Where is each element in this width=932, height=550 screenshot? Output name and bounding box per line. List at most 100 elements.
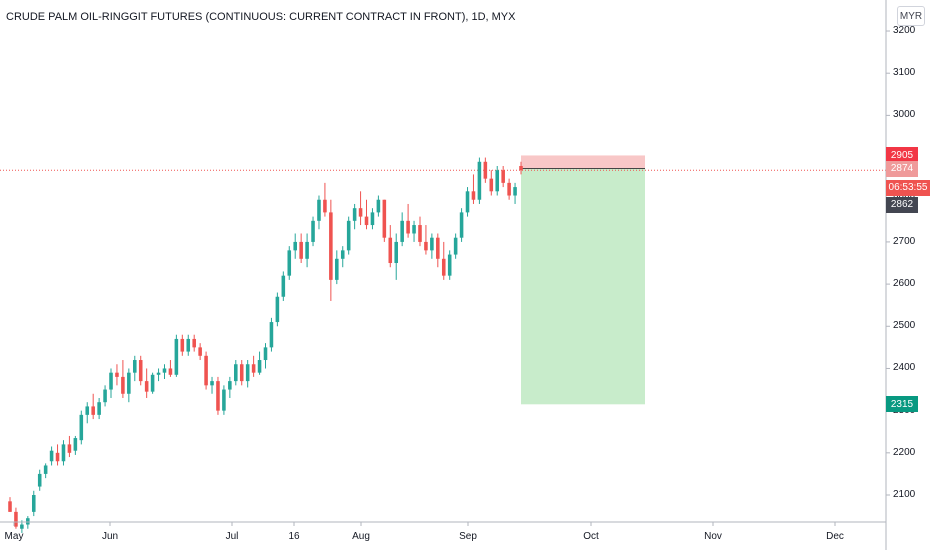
time-tick-label: 16 — [288, 531, 300, 542]
currency-badge[interactable]: MYR — [897, 6, 925, 26]
candle-body — [97, 402, 101, 415]
time-tick-label: Nov — [704, 531, 722, 542]
candle-body — [424, 241, 428, 251]
last-price-tag: 2862 — [886, 196, 918, 213]
candle — [109, 368, 113, 398]
candle-body — [245, 364, 250, 382]
candle — [406, 203, 410, 238]
candle-body — [519, 165, 523, 171]
candle-body — [370, 212, 375, 226]
candle-body — [305, 241, 309, 259]
candle — [323, 182, 327, 217]
price-tick-label: 3200 — [893, 25, 916, 37]
candle — [85, 402, 90, 424]
candle — [73, 435, 78, 455]
candle — [382, 199, 387, 242]
candle-body — [162, 368, 167, 373]
candle-body — [192, 338, 196, 348]
candle — [14, 507, 18, 529]
candle-body — [115, 372, 119, 377]
chart-title: CRUDE PALM OIL-RINGGIT FUTURES (CONTINUO… — [6, 11, 516, 23]
stop-price-tag: 2905 — [886, 147, 918, 164]
candle-body — [471, 191, 476, 200]
candle — [55, 444, 60, 466]
candle-body — [49, 450, 54, 462]
candle — [489, 170, 494, 196]
candle — [519, 161, 523, 175]
candle-body — [150, 374, 155, 392]
candle-body — [317, 199, 321, 221]
candle — [132, 355, 137, 382]
take-profit-zone[interactable] — [521, 168, 645, 405]
candle — [198, 343, 202, 361]
candle — [239, 360, 244, 386]
candle — [37, 469, 42, 491]
candle-body — [376, 199, 381, 213]
candle — [174, 334, 179, 377]
stop-loss-zone[interactable] — [521, 155, 645, 169]
candle-body — [204, 355, 208, 386]
candle — [61, 440, 66, 466]
candle — [234, 360, 238, 386]
candle — [340, 246, 345, 268]
candle-body — [73, 438, 78, 451]
candle-body — [121, 376, 125, 394]
candle-body — [352, 208, 357, 221]
candle — [115, 364, 119, 386]
candle-body — [168, 368, 173, 375]
candle — [501, 165, 505, 188]
candles — [8, 157, 523, 533]
candle — [144, 368, 149, 398]
candle-body — [358, 208, 363, 217]
candle-body — [257, 360, 262, 373]
candle-body — [55, 452, 60, 462]
candle-body — [228, 381, 232, 390]
price-tick-label: 2600 — [893, 278, 916, 290]
price-tick-label: 3000 — [893, 109, 916, 121]
candle-body — [67, 444, 72, 453]
candle-body — [477, 161, 482, 200]
candle — [216, 376, 220, 415]
candle-body — [323, 199, 327, 213]
candle-body — [234, 364, 238, 382]
candle-body — [382, 199, 387, 238]
candle-body — [109, 372, 113, 390]
candle-body — [364, 216, 369, 226]
candle — [162, 364, 167, 380]
candle — [483, 157, 488, 183]
candle — [335, 250, 339, 285]
candle — [352, 203, 357, 230]
entry-price-tag: 2874 — [886, 160, 918, 177]
candle — [459, 208, 464, 242]
candle-body — [31, 495, 36, 512]
candle — [376, 195, 381, 217]
candle — [507, 178, 511, 200]
candle-body — [287, 250, 292, 276]
candle-body — [37, 473, 42, 487]
candle-body — [20, 524, 24, 529]
candle — [79, 410, 84, 445]
candle-body — [388, 237, 393, 264]
candle-body — [91, 406, 95, 415]
candle-body — [412, 225, 416, 234]
price-tick-label: 2500 — [893, 320, 916, 332]
candle — [257, 351, 262, 375]
time-tick-label: Jun — [101, 531, 119, 542]
candle — [364, 199, 369, 230]
candle-body — [394, 241, 399, 264]
candle — [180, 334, 185, 356]
candle — [388, 225, 393, 268]
candle-body — [400, 220, 404, 242]
position-zones — [0, 155, 886, 405]
candle — [477, 157, 482, 204]
candle — [156, 368, 161, 382]
candle-body — [239, 364, 244, 382]
candle-body — [513, 187, 517, 196]
candle — [465, 187, 470, 217]
candle — [441, 241, 446, 280]
candle-body — [495, 170, 500, 192]
time-tick-label: May — [4, 531, 24, 542]
candle-body — [269, 322, 274, 348]
candle — [430, 233, 434, 259]
